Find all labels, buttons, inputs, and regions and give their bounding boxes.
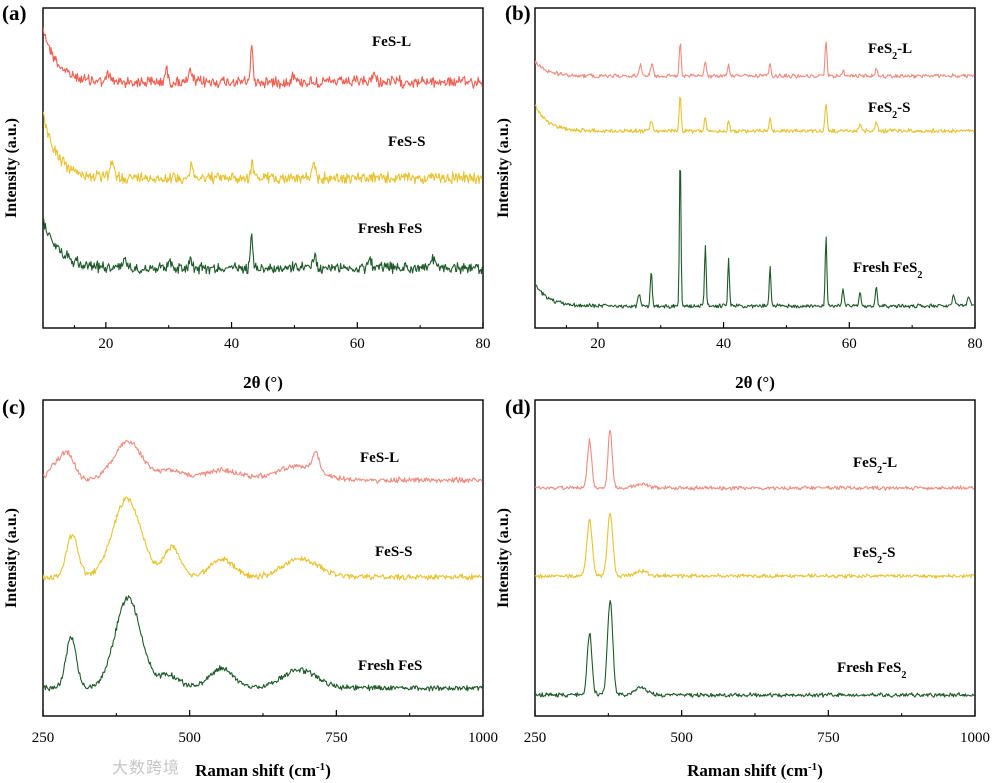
series-label: FeS2-L xyxy=(868,41,912,62)
x-tick-label: 20 xyxy=(98,336,113,352)
series-label: FeS-S xyxy=(375,544,413,560)
x-tick-label: 20 xyxy=(590,336,605,352)
series-label: FeS2-S xyxy=(853,545,896,566)
series-label: FeS2-L xyxy=(853,455,897,476)
plot-frame xyxy=(42,7,484,329)
x-tick-label: 80 xyxy=(476,336,491,352)
series-line xyxy=(535,41,975,79)
series-line xyxy=(43,27,483,90)
panel-tag: (a) xyxy=(2,1,27,25)
plot-frame xyxy=(534,7,976,329)
x-tick-label: 750 xyxy=(817,730,840,746)
series-line xyxy=(43,496,483,581)
series-line xyxy=(43,111,483,185)
series-label: Fresh FeS xyxy=(358,658,422,674)
series-line xyxy=(535,169,975,309)
x-tick-label: 60 xyxy=(842,336,857,352)
x-tick-label: 1000 xyxy=(960,730,990,746)
watermark-text: 大数跨境 xyxy=(112,758,181,777)
y-axis-label: Intensity (a.u.) xyxy=(495,508,512,608)
series-label: FeS2-S xyxy=(868,100,911,121)
series-line xyxy=(43,439,483,484)
series-label: Fresh FeS2 xyxy=(853,260,922,281)
x-tick-label: 80 xyxy=(968,336,983,352)
series-line xyxy=(535,599,975,698)
x-axis-label: Raman shift (cm-1) xyxy=(687,761,823,780)
x-tick-label: 1000 xyxy=(468,730,498,746)
chart-panel-1: 20 40 60 80 (a) Intensity (a.u.) 2θ (°) FeS-L Fe… xyxy=(2,1,491,392)
series-line xyxy=(43,218,483,275)
x-tick-label: 250 xyxy=(32,730,55,746)
x-tick-label: 250 xyxy=(524,730,547,746)
x-tick-label: 40 xyxy=(224,336,239,352)
series-label: FeS-L xyxy=(360,450,399,466)
x-tick-label: 500 xyxy=(670,730,693,746)
x-axis-label: Raman shift (cm-1) xyxy=(195,761,331,780)
panel-tag: (b) xyxy=(505,1,531,25)
x-tick-label: 40 xyxy=(716,336,731,352)
x-tick-label: 500 xyxy=(178,730,201,746)
y-axis-label: Intensity (a.u.) xyxy=(3,118,20,218)
y-axis-label: Intensity (a.u.) xyxy=(495,118,512,218)
series-line xyxy=(535,512,975,579)
panel-tag: (d) xyxy=(505,395,531,419)
x-axis-label: 2θ (°) xyxy=(735,373,775,392)
chart-panel-3: 250 500 750 1000 (c) Intensity (a.u.) Raman sh… xyxy=(2,395,498,780)
series-label: FeS-L xyxy=(372,34,411,50)
series-line xyxy=(535,96,975,134)
x-tick-label: 750 xyxy=(325,730,348,746)
series-label: Fresh FeS xyxy=(358,221,422,237)
series-line xyxy=(535,429,975,491)
series-line xyxy=(43,595,483,692)
plot-frame xyxy=(534,399,976,717)
chart-panel-2: 20 40 60 80 (b) Intensity (a.u.) 2θ (°) FeS2-L F… xyxy=(495,1,983,392)
series-label: FeS-S xyxy=(388,134,426,150)
y-axis-label: Intensity (a.u.) xyxy=(3,508,20,608)
x-axis-label: 2θ (°) xyxy=(243,373,283,392)
panel-tag: (c) xyxy=(2,395,25,419)
x-tick-label: 60 xyxy=(350,336,365,352)
series-label: Fresh FeS2 xyxy=(837,660,906,681)
chart-panel-4: 250 500 750 1000 (d) Intensity (a.u.) Raman sh… xyxy=(495,395,990,780)
